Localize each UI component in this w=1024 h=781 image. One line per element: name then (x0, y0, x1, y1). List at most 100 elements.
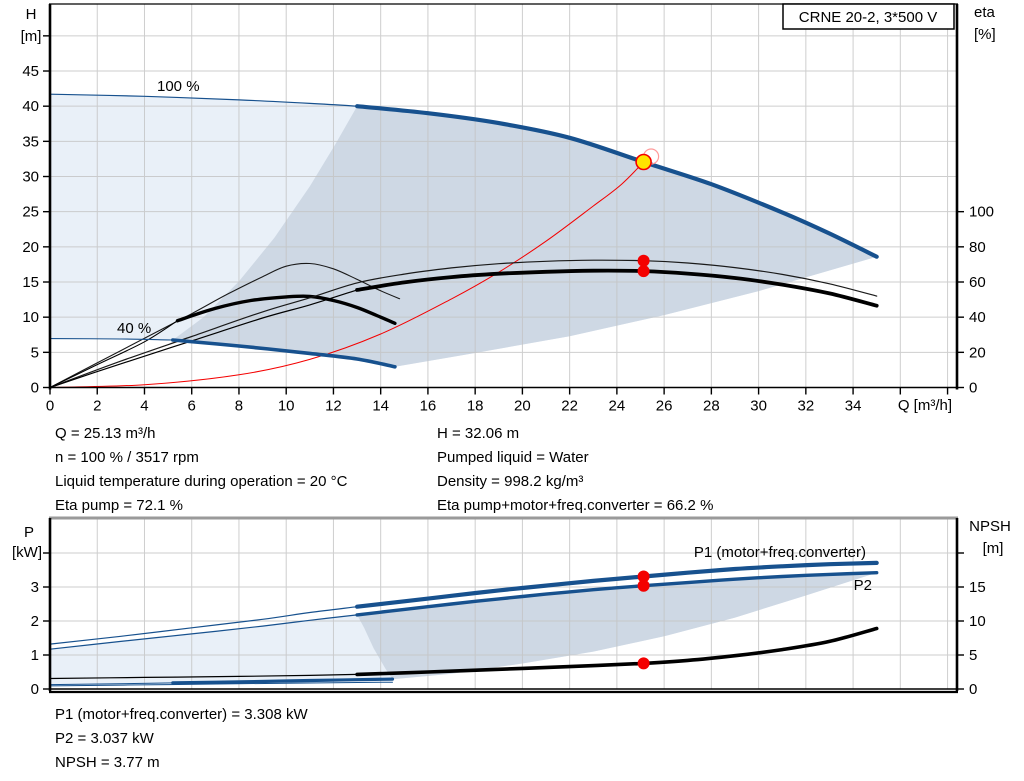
info-eta-total: Eta pump+motor+freq.converter = 66.2 % (437, 497, 713, 514)
info-pumped-liquid: Pumped liquid = Water (437, 449, 589, 466)
pump-title-box: CRNE 20-2, 3*500 V (782, 3, 955, 30)
p2-40pct-curve (49, 681, 393, 687)
svg-text:40: 40 (22, 98, 39, 115)
svg-text:2: 2 (31, 613, 39, 630)
p1-curve (355, 560, 879, 609)
svg-text:1: 1 (31, 647, 39, 664)
speed-40pct-curve (49, 338, 174, 341)
speed-100pct-curve (49, 93, 358, 107)
npsh-point-marker (637, 657, 650, 670)
hq-efficiency-chart: 0 2 4 6 8 10 12 14 16 18 20 22 24 26 28 30 32 34051015202… (22, 3, 994, 415)
tick-labels: 0 1 2 3 0 5 10 15 (31, 579, 986, 698)
info-p2: P2 = 3.037 kW (55, 730, 155, 747)
eta-axis-unit: [%] (974, 26, 996, 43)
duty-range-area (172, 106, 877, 367)
info-density: Density = 998.2 kg/m³ (437, 473, 583, 490)
info-liquid-temp: Liquid temperature during operation = 20… (55, 473, 348, 490)
svg-text:18: 18 (467, 398, 484, 415)
svg-text:28: 28 (703, 398, 720, 415)
gridlines (50, 4, 957, 388)
info-eta-pump: Eta pump = 72.1 % (55, 497, 183, 514)
svg-text:35: 35 (22, 133, 39, 150)
h-axis-title: H (26, 6, 37, 23)
npsh-axis-unit: [m] (983, 540, 1004, 557)
tick-labels: 0 2 4 6 8 10 12 14 16 18 20 22 24 26 28 30 32 34051015202… (22, 63, 994, 414)
svg-text:22: 22 (561, 398, 578, 415)
info-npsh: NPSH = 3.77 m (55, 754, 160, 771)
p1-curve-label: P1 (motor+freq.converter) (694, 544, 866, 561)
eta-total-40pct-curve (175, 294, 397, 325)
eta-total-100pct-curve (49, 289, 358, 389)
gridlines (50, 518, 957, 689)
control-curve (49, 161, 645, 388)
svg-text:80: 80 (969, 239, 986, 256)
svg-text:24: 24 (609, 398, 626, 415)
info-q: Q = 25.13 m³/h (55, 425, 155, 442)
svg-text:5: 5 (31, 344, 39, 361)
svg-text:10: 10 (22, 309, 39, 326)
svg-text:0: 0 (969, 681, 977, 698)
svg-text:0: 0 (31, 681, 39, 698)
eta-axis-title: eta (974, 4, 996, 21)
tick-marks (43, 35, 964, 395)
svg-text:32: 32 (797, 398, 814, 415)
svg-text:25: 25 (22, 204, 39, 221)
svg-text:12: 12 (325, 398, 342, 415)
duty-point-marker (635, 153, 652, 171)
eta-total-40pct-curve (49, 320, 179, 389)
svg-text:6: 6 (188, 398, 196, 415)
svg-text:2: 2 (93, 398, 101, 415)
eta-total-point-marker (637, 265, 650, 278)
svg-text:60: 60 (969, 274, 986, 291)
svg-text:4: 4 (140, 398, 148, 415)
h-axis-unit: [m] (21, 28, 42, 45)
p2-point-marker (637, 579, 650, 592)
svg-text:0: 0 (31, 380, 39, 397)
p-axis-unit: [kW] (12, 544, 42, 561)
svg-text:15: 15 (22, 274, 39, 291)
speed-40pct-label: 40 % (117, 320, 151, 337)
svg-text:45: 45 (22, 63, 39, 80)
svg-text:14: 14 (372, 398, 389, 415)
speed-40pct-curve (171, 338, 397, 369)
info-h: H = 32.06 m (437, 425, 519, 442)
info-p1: P1 (motor+freq.converter) = 3.308 kW (55, 706, 308, 723)
svg-text:15: 15 (969, 579, 986, 596)
eta-pump-100pct-curve (49, 259, 878, 389)
info-speed: n = 100 % / 3517 rpm (55, 449, 199, 466)
npsh-axis-title: NPSH (969, 518, 1011, 535)
svg-text:3: 3 (31, 579, 39, 596)
p1-40pct-curve (171, 677, 395, 685)
svg-text:10: 10 (969, 613, 986, 630)
eta-pump-point-marker (637, 254, 650, 267)
svg-text:30: 30 (22, 169, 39, 186)
p2-curve-label: P2 (854, 577, 872, 594)
p1-point-marker (637, 570, 650, 583)
q-axis-title: Q [m³/h] (898, 397, 952, 414)
p-axis-title: P (24, 524, 34, 541)
p1-40pct-curve (49, 682, 174, 686)
duty-info-block: Q = 25.13 m³/h n = 100 % / 3517 rpm Liqu… (55, 425, 713, 514)
svg-text:0: 0 (969, 380, 977, 397)
speed-100pct-label: 100 % (157, 78, 200, 95)
svg-text:20: 20 (22, 239, 39, 256)
npsh-curve (49, 673, 358, 680)
pump-title-box-frame (782, 3, 955, 30)
svg-text:16: 16 (420, 398, 437, 415)
svg-text:40: 40 (969, 309, 986, 326)
svg-text:100: 100 (969, 204, 994, 221)
power-info-block: P1 (motor+freq.converter) = 3.308 kW P2 … (55, 706, 308, 771)
pump-title: CRNE 20-2, 3*500 V (799, 9, 937, 26)
eta-total-100pct-curve (355, 268, 879, 308)
svg-text:26: 26 (656, 398, 673, 415)
eta-pump-40pct-curve (49, 262, 401, 389)
svg-text:10: 10 (278, 398, 295, 415)
svg-text:0: 0 (46, 398, 54, 415)
svg-text:5: 5 (969, 647, 977, 664)
p2-curve (49, 614, 358, 650)
power-npsh-chart: 0 1 2 3 0 5 10 15 (31, 516, 986, 698)
npsh-curve (355, 626, 879, 677)
svg-text:20: 20 (969, 344, 986, 361)
p2-curve (355, 571, 879, 617)
